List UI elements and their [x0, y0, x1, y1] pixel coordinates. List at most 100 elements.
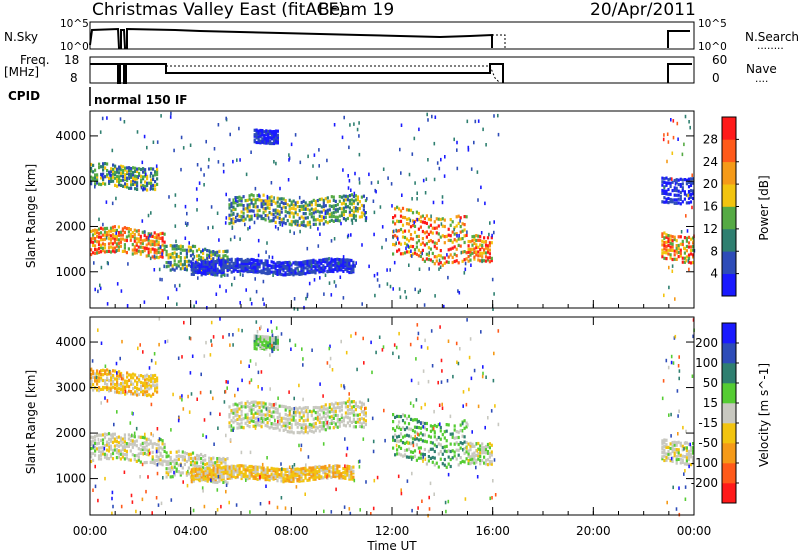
power-echo-cell	[352, 264, 355, 268]
power-echo-cell	[187, 263, 190, 267]
power-echo-cell	[302, 199, 305, 203]
power-echo-cell	[134, 180, 137, 184]
power-echo-cell	[431, 240, 434, 244]
power-echo-cell	[268, 206, 271, 210]
power-echo-cell	[268, 199, 271, 203]
power-echo-cell	[256, 194, 259, 198]
velocity-scatter-point	[670, 456, 673, 461]
velocity-echo-cell	[284, 417, 287, 421]
velocity-echo-cell	[268, 426, 271, 430]
velocity-echo-cell	[104, 372, 107, 376]
power-echo-cell	[481, 239, 484, 244]
velocity-echo-cell	[128, 378, 131, 382]
power-echo-cell	[252, 194, 255, 198]
velocity-echo-cell	[159, 462, 162, 466]
velocity-echo-cell	[260, 416, 263, 420]
velocity-echo-cell	[226, 464, 229, 468]
power-scatter-point	[196, 163, 199, 167]
velocity-echo-cell	[324, 418, 327, 422]
power-scatter-point	[143, 134, 146, 139]
velocity-echo-cell	[484, 444, 488, 449]
velocity-echo-cell	[419, 452, 422, 456]
velocity-echo-cell	[358, 413, 361, 417]
power-echo-cell	[280, 267, 283, 271]
power-echo-cell	[214, 251, 217, 255]
power-echo-cell	[154, 187, 157, 192]
velocity-echo-cell	[181, 458, 184, 462]
velocity-echo-cell	[421, 439, 424, 443]
velocity-echo-cell	[262, 466, 265, 470]
power-echo-cell	[254, 201, 257, 205]
velocity-scatter-point	[685, 429, 687, 434]
power-echo-cell	[270, 270, 273, 274]
velocity-echo-cell	[667, 452, 670, 456]
power-echo-cell	[344, 260, 347, 264]
power-echo-cell	[230, 270, 233, 274]
power-scatter-point	[672, 119, 675, 123]
power-echo-cell	[228, 261, 231, 266]
power-echo-cell	[437, 232, 440, 236]
power-echo-cell	[479, 254, 482, 258]
velocity-echo-cell	[663, 444, 666, 448]
velocity-scatter-point	[304, 492, 306, 496]
power-echo-cell	[114, 176, 117, 180]
power-echo-cell	[240, 214, 243, 219]
velocity-echo-cell	[109, 439, 113, 443]
power-frame	[89, 110, 695, 309]
power-echo-cell	[334, 260, 337, 264]
velocity-echo-cell	[687, 454, 691, 458]
velocity-echo-cell	[195, 465, 199, 469]
power-echo-cell	[330, 269, 333, 273]
velocity-echo-cell	[226, 457, 229, 461]
power-echo-cell	[256, 205, 259, 209]
velocity-echo-cell	[224, 467, 227, 471]
power-echo-cell	[121, 237, 124, 241]
velocity-echo-cell	[457, 448, 460, 452]
velocity-echo-cell	[97, 441, 101, 445]
velocity-scatter-point	[271, 349, 274, 353]
power-scatter-point	[324, 273, 327, 277]
power-echo-cell	[228, 217, 231, 221]
velocity-echo-cell	[96, 442, 99, 446]
velocity-echo-cell	[94, 449, 97, 453]
velocity-echo-cell	[471, 444, 474, 448]
velocity-echo-cell	[473, 457, 476, 461]
power-echo-cell	[292, 215, 295, 219]
velocity-echo-cell	[117, 451, 120, 455]
velocity-scatter-point	[259, 476, 261, 480]
power-echo-cell	[417, 211, 420, 216]
power-echo-cell	[128, 169, 131, 173]
power-echo-cell	[292, 261, 295, 265]
power-echo-cell	[483, 240, 486, 244]
power-echo-cell	[401, 235, 405, 239]
power-echo-cell	[278, 268, 281, 272]
velocity-echo-cell	[143, 451, 146, 455]
power-echo-cell	[228, 268, 231, 272]
velocity-echo-cell	[246, 423, 249, 428]
power-echo-cell	[661, 180, 664, 184]
power-echo-cell	[685, 236, 688, 240]
velocity-echo-cell	[230, 473, 233, 477]
power-scatter-point	[316, 176, 318, 180]
power-echo-cell	[173, 262, 176, 267]
power-scatter-point	[289, 229, 291, 234]
velocity-echo-cell	[222, 475, 225, 479]
velocity-echo-cell	[98, 386, 101, 390]
power-echo-cell	[131, 243, 134, 247]
power-echo-cell	[461, 259, 464, 263]
power-echo-cell	[280, 210, 283, 214]
power-echo-cell	[675, 201, 678, 205]
power-echo-cell	[90, 166, 93, 170]
velocity-scatter-point	[268, 500, 271, 505]
power-scatter-point	[249, 263, 252, 268]
velocity-scatter-point	[135, 426, 138, 431]
velocity-echo-cell	[405, 440, 409, 444]
velocity-echo-cell	[469, 462, 472, 466]
velocity-echo-cell	[90, 383, 93, 387]
velocity-echo-cell	[310, 423, 313, 427]
power-echo-cell	[346, 216, 349, 221]
velocity-echo-cell	[407, 414, 411, 418]
power-scatter-point	[413, 221, 415, 225]
velocity-echo-cell	[154, 373, 157, 378]
velocity-echo-cell	[228, 405, 231, 409]
